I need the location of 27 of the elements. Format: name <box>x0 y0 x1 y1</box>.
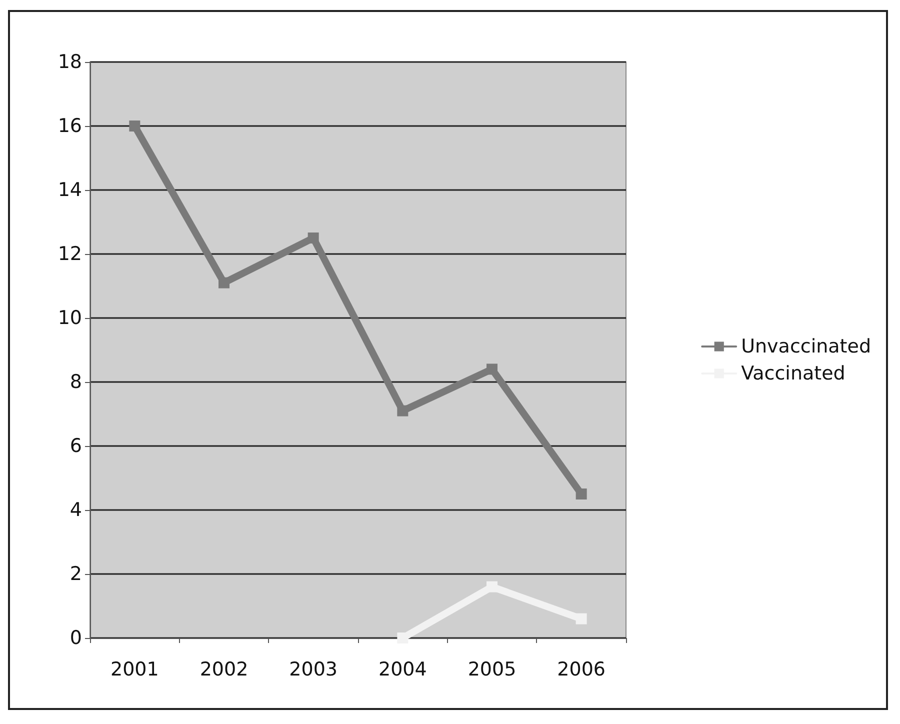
y-tick-label: 16 <box>58 115 82 137</box>
y-tick-label: 6 <box>70 435 82 457</box>
point <box>308 232 319 244</box>
y-tick-label: 8 <box>70 371 82 393</box>
point <box>218 277 230 288</box>
y-tick-label: 4 <box>70 499 82 521</box>
point <box>397 632 408 644</box>
y-tick-label: 0 <box>70 627 82 649</box>
point <box>576 488 587 500</box>
y-tick-label: 18 <box>58 51 82 73</box>
point <box>397 405 408 416</box>
y-tick-label: 14 <box>58 179 82 201</box>
y-tick-label: 2 <box>70 563 82 585</box>
x-tick-label: 2006 <box>557 658 606 680</box>
point <box>576 613 587 624</box>
x-tick-label: 2003 <box>289 658 338 680</box>
x-tick-label: 2001 <box>110 658 159 680</box>
x-tick-label: 2002 <box>200 658 248 680</box>
legend-label: Vaccinated <box>741 362 846 384</box>
x-tick-label: 2005 <box>468 658 516 680</box>
y-tick-label: 12 <box>58 243 82 265</box>
point <box>486 581 498 592</box>
point <box>129 120 140 132</box>
y-tick-label: 10 <box>58 307 82 329</box>
point <box>486 364 498 375</box>
legend-label: Unvaccinated <box>741 336 872 358</box>
x-tick-label: 2004 <box>378 658 427 680</box>
